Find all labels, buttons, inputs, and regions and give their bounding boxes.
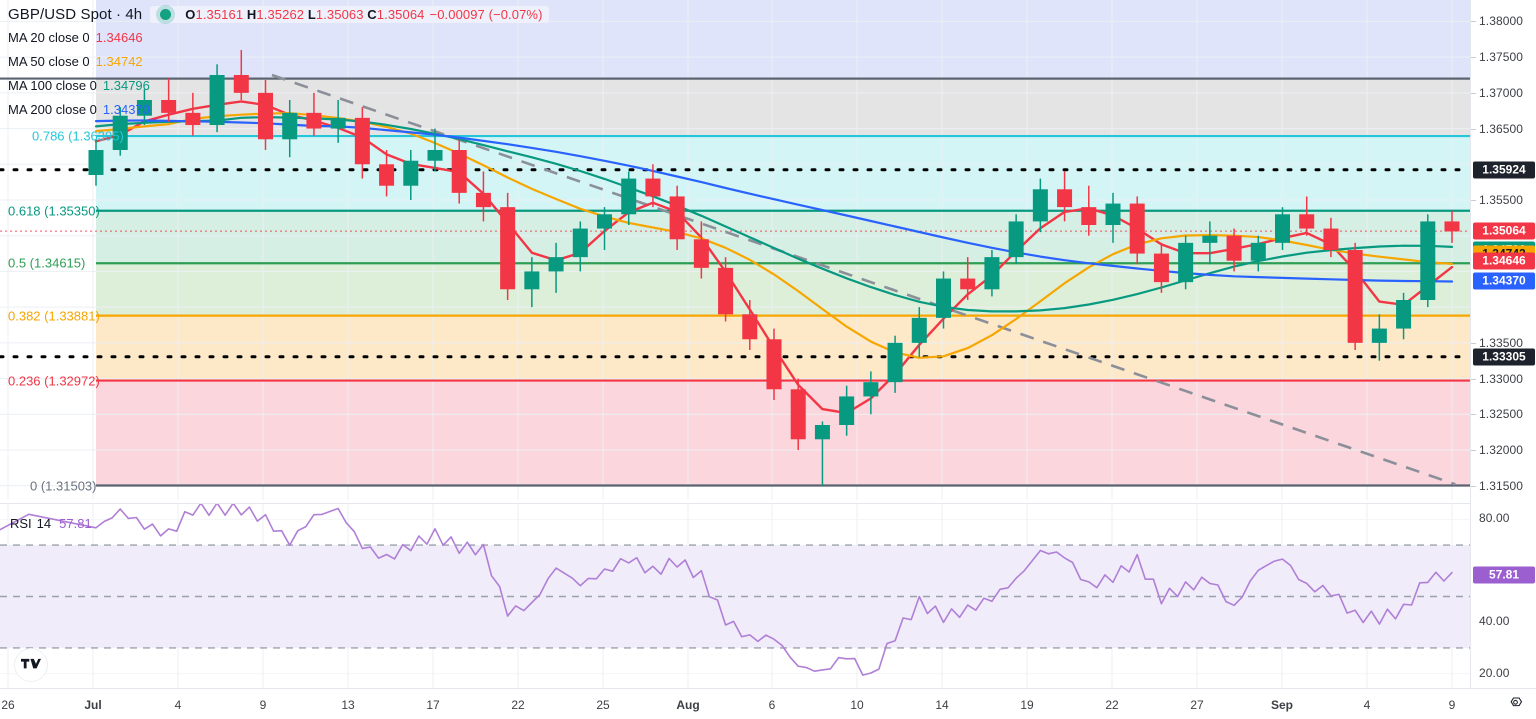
high-label: H [246, 7, 257, 22]
change-value: −0.00097 (−0.07%) [429, 7, 543, 22]
legend-ma-name: MA 50 close 0 [8, 53, 90, 69]
rsi-chart-canvas [0, 504, 1470, 688]
rsi-tick-label: 40.00 [1479, 614, 1510, 629]
price-tick-label: 1.33500 [1479, 335, 1524, 350]
price-badge[interactable]: 1.34646 [1473, 252, 1535, 270]
rsi-value-badge[interactable]: 57.81 [1473, 566, 1535, 584]
price-tick-label: 1.33000 [1479, 371, 1524, 386]
price-badge[interactable]: 1.34370 [1473, 272, 1535, 290]
time-tick-label: 4 [174, 698, 182, 712]
tradingview-logo-icon [21, 658, 41, 669]
low-label: L [307, 7, 316, 22]
legend-ma-value: 1.34742 [95, 53, 143, 69]
ohlc-values: O1.35161 H1.35262 L1.35063 C1.35064 −0.00… [185, 7, 542, 22]
fib-label-0[interactable]: 0.786 (1.36395) [32, 128, 124, 144]
open-label: O [185, 7, 196, 22]
close-label: C [367, 7, 377, 22]
time-tick-label: 25 [596, 698, 610, 712]
rsi-legend-value: 57.81 [59, 516, 92, 531]
rsi-legend-name: RSI [10, 516, 32, 531]
legend-ma-name: MA 200 close 0 [8, 101, 97, 117]
rsi-legend-period: 14 [36, 516, 52, 531]
legend-title-row: GBP/USD Spot · 4h O1.35161 H1.35262 L1.3… [8, 4, 549, 25]
rsi-indicator-pane[interactable] [0, 503, 1470, 688]
rsi-tick-label: 80.00 [1479, 511, 1510, 526]
price-badge[interactable]: 1.35924 [1473, 161, 1535, 179]
chart-settings-button[interactable] [1507, 695, 1524, 712]
moving-average-legend: MA 20 close 0 1.34646 MA 50 close 0 1.34742… [8, 25, 549, 121]
time-tick-label: 13 [341, 698, 355, 712]
time-tick-label: 22 [1105, 698, 1119, 712]
gear-icon [1510, 697, 1523, 707]
time-tick-label: 9 [259, 698, 267, 712]
price-tick-label: 1.36500 [1479, 121, 1524, 136]
fib-label-1[interactable]: 0.618 (1.35350) [8, 203, 100, 219]
price-tick-label: 1.37500 [1479, 50, 1524, 65]
close-value: 1.35064 [376, 7, 425, 22]
fib-label-3[interactable]: 0.382 (1.33881) [8, 308, 100, 324]
legend-ma-name: MA 20 close 0 [8, 29, 90, 45]
legend-ma-value: 1.34796 [102, 77, 150, 93]
legend-ma-row-1[interactable]: MA 20 close 0 1.34646 [8, 25, 549, 49]
price-tick-mark [1471, 200, 1476, 201]
price-chart-pane[interactable] [0, 0, 1470, 500]
quote-strip: O1.35161 H1.35262 L1.35063 C1.35064 −0.00… [150, 6, 549, 23]
price-tick-label: 1.32500 [1479, 407, 1524, 422]
fib-label-2[interactable]: 0.5 (1.34615) [8, 255, 86, 271]
price-tick-mark [1471, 450, 1476, 451]
price-tick-label: 1.35500 [1479, 193, 1524, 207]
time-tick-label: 22 [511, 698, 525, 712]
fib-label-4[interactable]: 0.236 (1.32972) [8, 373, 100, 389]
price-tick-mark [1471, 414, 1476, 416]
price-tick-mark [1471, 92, 1476, 94]
time-tick-label: 4 [1363, 698, 1371, 712]
time-tick-label: 6 [768, 698, 776, 712]
price-tick-mark [1471, 21, 1476, 23]
price-tick-mark [1471, 128, 1476, 130]
price-axis[interactable]: 1.38000 1.37500 1.37000 1.36500 1.35500 1.335… [1470, 0, 1536, 688]
price-tick-label: 1.32000 [1479, 443, 1524, 457]
legend-ma-value: 1.34646 [95, 29, 143, 45]
chart-legend: GBP/USD Spot · 4h O1.35161 H1.35262 L1.3… [8, 4, 549, 121]
open-value: 1.35161 [195, 7, 244, 22]
rsi-tick-label: 20.00 [1479, 665, 1510, 680]
price-tick-mark [1471, 57, 1476, 59]
symbol-title[interactable]: GBP/USD Spot · 4h [8, 6, 143, 23]
time-tick-label: 14 [935, 698, 949, 712]
time-tick-label: 27 [1190, 698, 1204, 712]
time-tick-label: Jul [84, 698, 102, 712]
price-tick-label: 1.37000 [1479, 85, 1524, 100]
price-tick-mark [1471, 378, 1476, 380]
legend-ma-row-3[interactable]: MA 100 close 0 1.34796 [8, 73, 549, 97]
time-tick-label: 19 [1020, 698, 1034, 712]
price-tick-label: 1.31500 [1479, 478, 1524, 493]
price-badge[interactable]: 1.33305 [1473, 348, 1535, 366]
time-tick-label: Aug [676, 698, 700, 712]
price-tick-mark [1471, 342, 1476, 344]
legend-ma-value: 1.34370 [102, 101, 150, 117]
time-tick-label: 9 [1448, 698, 1456, 712]
legend-ma-name: MA 100 close 0 [8, 77, 97, 93]
time-tick-label: 10 [850, 698, 864, 712]
time-tick-label: 17 [426, 698, 440, 712]
tradingview-logo[interactable] [14, 648, 48, 682]
fib-label-5[interactable]: 0 (1.31503) [30, 478, 97, 493]
time-axis[interactable]: 26 Jul 4 9 13 17 22 25 Aug 6 10 14 19 22 27 Sep 4 9 [0, 688, 1536, 719]
legend-ma-row-4[interactable]: MA 200 close 0 1.34370 [8, 97, 549, 121]
price-tick-label: 1.38000 [1479, 14, 1524, 29]
time-tick-label: 26 [1, 698, 15, 712]
price-badge[interactable]: 1.35064 [1473, 222, 1535, 240]
price-tick-mark [1471, 485, 1476, 487]
time-tick-label: Sep [1270, 698, 1294, 712]
price-chart-canvas [0, 0, 1470, 500]
low-value: 1.35063 [315, 7, 364, 22]
high-value: 1.35262 [256, 7, 305, 22]
live-status-dot [160, 9, 172, 20]
rsi-legend[interactable]: RSI 14 57.81 [10, 513, 92, 534]
legend-ma-row-2[interactable]: MA 50 close 0 1.34742 [8, 49, 549, 73]
